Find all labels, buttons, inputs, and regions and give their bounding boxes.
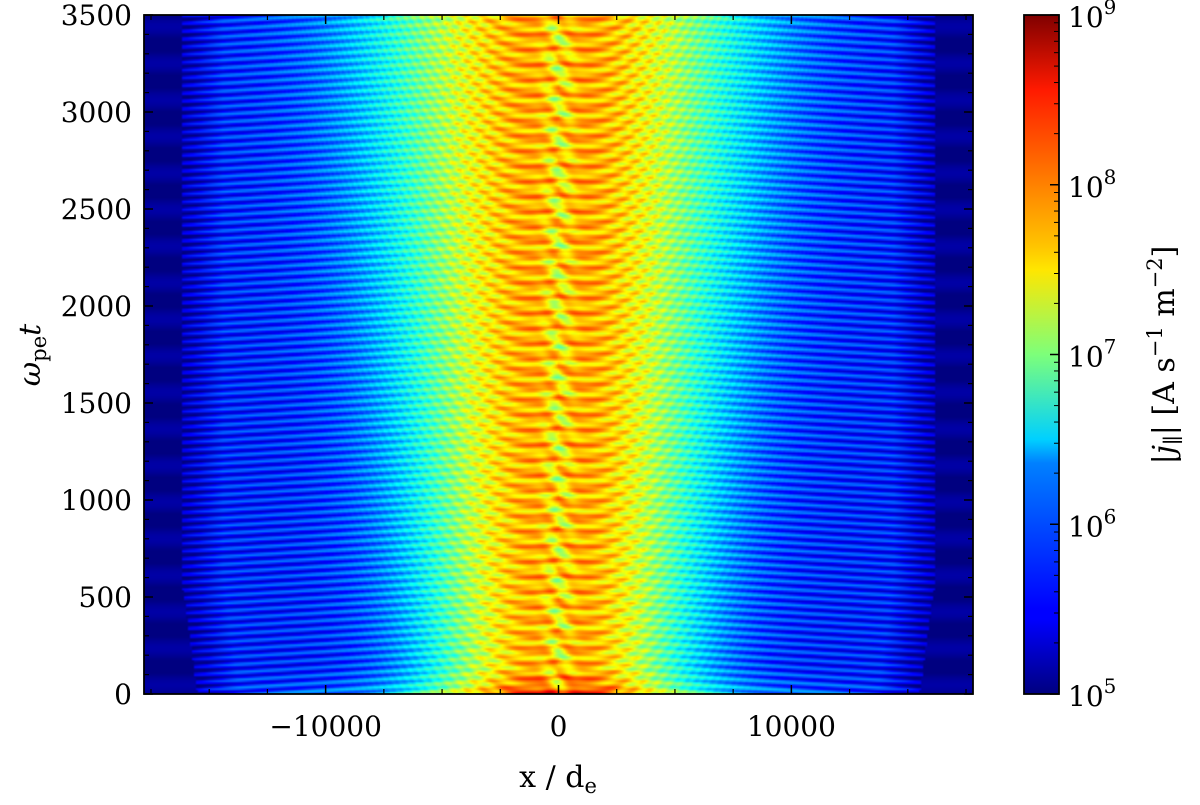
x-axis-label: x / de bbox=[519, 760, 597, 798]
y-axis-label: ωpet bbox=[13, 323, 51, 386]
y-tick-label: 2500 bbox=[61, 193, 132, 226]
x-tick-label: 10000 bbox=[747, 710, 836, 743]
y-tick-label: 1000 bbox=[61, 484, 132, 517]
y-tick-label: 500 bbox=[79, 581, 132, 614]
colorbar-tick-label: 105 bbox=[1068, 674, 1116, 713]
y-tick-label: 0 bbox=[114, 678, 132, 711]
y-tick-label: 2000 bbox=[61, 290, 132, 323]
heatmap-field bbox=[144, 15, 973, 694]
x-tick-label: −10000 bbox=[269, 710, 382, 743]
y-tick-label: 3000 bbox=[61, 96, 132, 129]
colorbar-tick-label: 107 bbox=[1068, 335, 1116, 374]
colorbar-tick-label: 108 bbox=[1068, 165, 1116, 204]
x-axis: −10000 0 10000 bbox=[150, 15, 967, 743]
colorbar-label: |j∥| [A s−1 m−2] bbox=[1143, 246, 1185, 465]
y-tick-label: 3500 bbox=[61, 0, 132, 32]
y-tick-label: 1500 bbox=[61, 387, 132, 420]
y-axis: 0 500 1000 1500 2000 2500 3000 3500 bbox=[61, 0, 973, 711]
x-tick-label: 0 bbox=[550, 710, 568, 743]
colorbar-tick-label: 109 bbox=[1068, 0, 1116, 34]
colorbar-ticks: 105 106 107 108 109 bbox=[1050, 0, 1116, 713]
heatmap-image bbox=[144, 15, 973, 694]
colorbar-tick-label: 106 bbox=[1068, 504, 1116, 543]
